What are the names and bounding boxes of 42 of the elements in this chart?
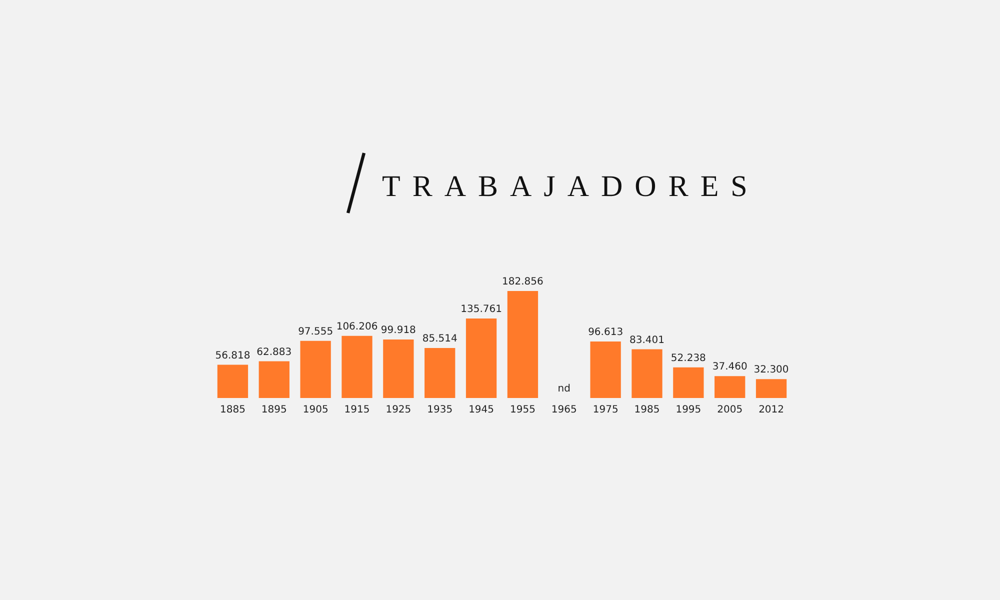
x-tick-label: 1895 <box>261 404 287 416</box>
x-tick-label: 1995 <box>676 404 702 416</box>
x-tick-label: 1945 <box>468 404 494 416</box>
data-label: 96.613 <box>588 327 624 338</box>
data-label: 99.918 <box>380 325 416 336</box>
x-tick-label: 2005 <box>717 404 743 416</box>
data-label: 85.514 <box>422 334 458 345</box>
bar <box>466 318 497 398</box>
x-tick-label: 1985 <box>634 404 660 416</box>
data-label: 56.818 <box>215 350 250 362</box>
bar <box>342 336 372 398</box>
x-tick-label: 1955 <box>510 404 536 416</box>
chart-title: TRABAJADORES <box>382 170 760 204</box>
x-tick-label: 1925 <box>386 404 412 416</box>
x-tick-label: 1975 <box>592 404 618 416</box>
bar <box>756 379 787 398</box>
bar <box>217 364 248 398</box>
text: nd <box>558 384 570 395</box>
bar <box>632 349 662 398</box>
bar <box>383 340 414 398</box>
data-label: 32.300 <box>754 364 789 376</box>
bar <box>258 361 290 398</box>
bar <box>714 376 746 398</box>
data-label: 37.460 <box>712 362 748 373</box>
bar <box>590 341 621 398</box>
x-tick-label: 2012 <box>758 404 784 416</box>
bar <box>424 348 456 398</box>
bar <box>300 340 331 398</box>
data-label: 97.555 <box>298 326 334 338</box>
data-label: 83.401 <box>630 334 664 346</box>
data-label: 182.856 <box>502 276 544 288</box>
x-tick-label: 1935 <box>427 404 453 416</box>
data-label: 52.238 <box>670 353 706 364</box>
data-label: 106.206 <box>336 321 378 332</box>
bar <box>507 291 538 398</box>
data-label: 135.761 <box>460 304 502 316</box>
x-tick-label: 1965 <box>551 404 577 416</box>
x-tick-label: 1905 <box>302 404 328 416</box>
bar <box>673 367 704 398</box>
data-label: 62.883 <box>256 346 292 358</box>
x-tick-label: 1915 <box>344 404 370 416</box>
x-tick-label: 1885 <box>220 404 246 416</box>
